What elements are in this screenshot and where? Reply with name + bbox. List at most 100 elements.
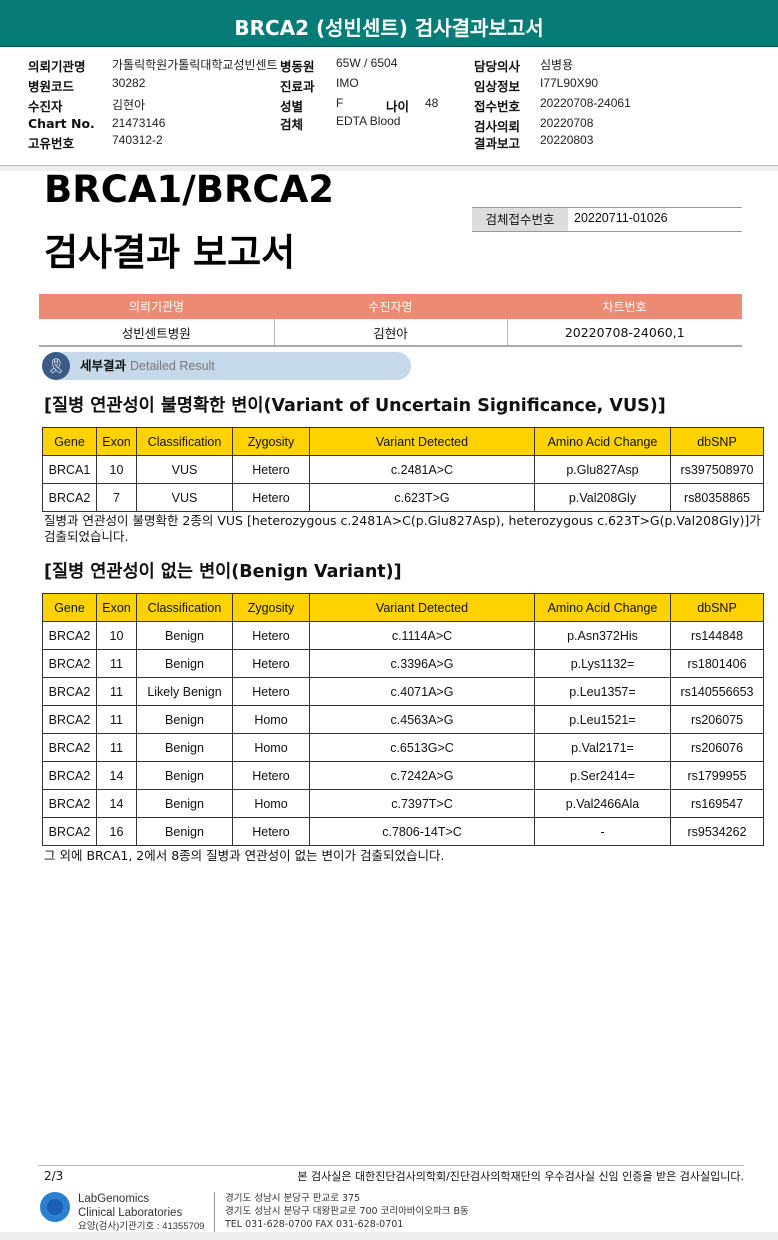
column-header: dbSNP — [670, 593, 764, 622]
specimen-label: 검체 — [280, 117, 304, 132]
table-row: BRCA2 11 Benign Homo c.4563A>G p.Leu1521= rs20… — [42, 705, 764, 734]
dept-value: IMO — [336, 76, 359, 90]
column-header: Classification — [136, 427, 233, 456]
table-cell: BRCA2 — [42, 789, 97, 818]
column-header: Classification — [136, 593, 233, 622]
table-cell: BRCA2 — [42, 705, 97, 734]
table-cell: rs206075 — [670, 705, 764, 734]
table-cell: c.7397T>C — [309, 789, 535, 818]
patient-value: 김현아 — [112, 98, 146, 112]
table-cell: Homo — [232, 733, 310, 762]
chart-label: Chart No. — [28, 116, 95, 131]
table-cell: - — [534, 817, 671, 846]
table-cell: rs144848 — [670, 621, 764, 650]
table-cell: c.7806-14T>C — [309, 817, 535, 846]
table-cell: 11 — [96, 649, 137, 678]
column-header: Variant Detected — [309, 593, 535, 622]
table-cell: BRCA2 — [42, 733, 97, 762]
header-cell: 수진자명 — [274, 294, 507, 319]
hospital-code-value: 30282 — [112, 76, 146, 90]
benign-heading: [질병 연관성이 없는 변이(Benign Variant)] — [44, 562, 402, 582]
table-cell: p.Lys1132= — [534, 649, 671, 678]
age-label: 나이 — [386, 99, 410, 114]
column-header: Amino Acid Change — [534, 593, 671, 622]
column-header: Exon — [96, 427, 137, 456]
table-cell: c.2481A>C — [309, 455, 535, 484]
divider — [0, 165, 778, 171]
table-cell: p.Glu827Asp — [534, 455, 671, 484]
table-row: BRCA2 14 Benign Homo c.7397T>C p.Val2466Ala rs… — [42, 789, 764, 818]
ward-value: 65W / 6504 — [336, 56, 398, 70]
table-cell: BRCA2 — [42, 677, 97, 706]
table-cell: Hetero — [232, 483, 310, 512]
table-cell: Hetero — [232, 761, 310, 790]
table-cell: BRCA1 — [42, 455, 97, 484]
table-cell: Benign — [136, 733, 233, 762]
benign-table: Gene Exon Classification Zygosity Variant De… — [42, 593, 764, 846]
table-cell: Hetero — [232, 621, 310, 650]
section-detailed-result: 🎗 세부결과 Detailed Result — [42, 352, 411, 380]
table-cell: 10 — [96, 621, 137, 650]
table-row: BRCA2 14 Benign Hetero c.7242A>G p.Ser2414= rs… — [42, 761, 764, 790]
table-header: Gene Exon Classification Zygosity Variant De… — [42, 427, 764, 456]
address-line1: 경기도 성남시 분당구 판교로 375 — [225, 1193, 361, 1204]
table-cell: c.6513G>C — [309, 733, 535, 762]
vus-table: Gene Exon Classification Zygosity Variant De… — [42, 427, 764, 512]
column-header: Zygosity — [232, 427, 310, 456]
table-cell: p.Ser2414= — [534, 761, 671, 790]
patient-table: 의뢰기관명 수진자명 차트번호 성빈센트병원 김현아 20220708-24060,1 — [39, 294, 742, 347]
cell: 김현아 — [274, 319, 508, 347]
table-cell: Homo — [232, 789, 310, 818]
table-cell: 11 — [96, 705, 137, 734]
request-label: 검사의뢰 — [474, 119, 521, 134]
vus-note: 질병과 연관성이 불명확한 2종의 VUS [heterozygous c.24… — [44, 513, 761, 544]
table-cell: rs206076 — [670, 733, 764, 762]
table-header: Gene Exon Classification Zygosity Variant De… — [42, 593, 764, 622]
table-cell: BRCA2 — [42, 621, 97, 650]
address-line2: 경기도 성남시 분당구 대왕판교로 700 코리아바이오파크 B동 — [225, 1206, 469, 1217]
cell: 20220708-24060,1 — [507, 319, 742, 347]
table-cell: 14 — [96, 761, 137, 790]
vus-heading: [질병 연관성이 불명확한 변이(Variant of Uncertain Si… — [44, 396, 666, 416]
page-bottom — [0, 1232, 778, 1240]
table-row: BRCA2 10 Benign Hetero c.1114A>C p.Asn372His r… — [42, 621, 764, 650]
table-cell: c.4071A>G — [309, 677, 535, 706]
table-cell: 10 — [96, 455, 137, 484]
sex-label: 성별 — [280, 99, 304, 114]
column-header: Amino Acid Change — [534, 427, 671, 456]
specimen-receipt-number: 20220711-01026 — [574, 211, 668, 225]
table-cell: Hetero — [232, 455, 310, 484]
unique-value: 740312-2 — [112, 133, 163, 147]
table-cell: Hetero — [232, 677, 310, 706]
table-cell: c.3396A>G — [309, 649, 535, 678]
table-cell: c.4563A>G — [309, 705, 535, 734]
table-cell: rs1801406 — [670, 649, 764, 678]
ribbon-icon: 🎗 — [42, 352, 70, 380]
receipt-label: 접수번호 — [474, 99, 521, 114]
sex-value: F — [336, 96, 344, 110]
table-cell: c.1114A>C — [309, 621, 535, 650]
table-cell: rs80358865 — [670, 483, 764, 512]
section-label: 세부결과 — [80, 358, 127, 373]
doctor-value: 심병용 — [540, 58, 574, 72]
clinical-label: 임상정보 — [474, 79, 521, 94]
lab-address: 경기도 성남시 분당구 판교로 375 경기도 성남시 분당구 대왕판교로 70… — [214, 1192, 469, 1232]
table-cell: Benign — [136, 649, 233, 678]
table-cell: VUS — [136, 455, 233, 484]
table-row: BRCA2 11 Benign Hetero c.3396A>G p.Lys1132= rs… — [42, 649, 764, 678]
header-cell: 차트번호 — [507, 294, 742, 319]
unique-label: 고유번호 — [28, 136, 75, 151]
ward-label: 병동원 — [280, 59, 315, 74]
institution-value: 가톨릭학원가톨릭대학교성빈센트 — [112, 58, 278, 72]
table-cell: p.Val208Gly — [534, 483, 671, 512]
column-header: Gene — [42, 427, 97, 456]
table-cell: rs9534262 — [670, 817, 764, 846]
dept-label: 진료과 — [280, 79, 315, 94]
table-row: BRCA2 7 VUS Hetero c.623T>G p.Val208Gly rs8035… — [42, 483, 764, 512]
table-cell: 11 — [96, 677, 137, 706]
table-cell: rs397508970 — [670, 455, 764, 484]
table-cell: Likely Benign — [136, 677, 233, 706]
table-cell: Benign — [136, 789, 233, 818]
phone-fax: TEL 031-628-0700 FAX 031-628-0701 — [225, 1219, 404, 1230]
cell: 성빈센트병원 — [39, 319, 275, 347]
